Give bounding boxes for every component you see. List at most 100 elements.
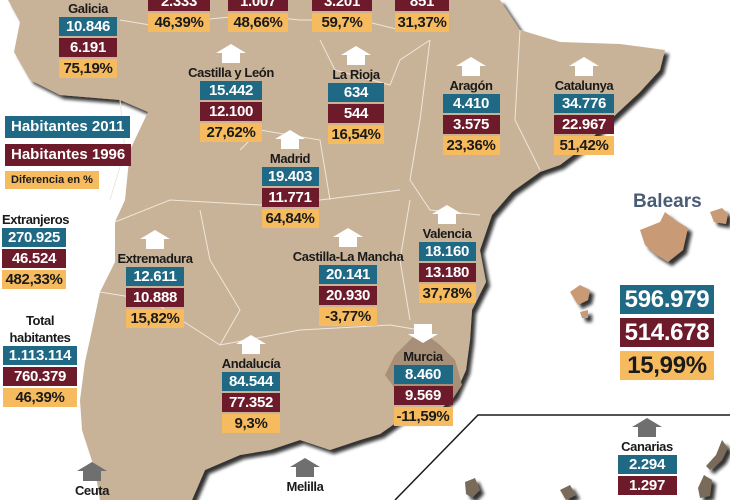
region-name: Aragón [449, 78, 493, 93]
region-madrid: Madrid 19.403 11.771 64,84% [250, 130, 330, 230]
region-la-rioja: La Rioja 634 544 16,54% [316, 46, 396, 146]
habitantes-2011-value: 596.979 [620, 285, 714, 314]
region-name: Canarias [621, 439, 673, 454]
habitantes-1996-value: 1.297 [617, 476, 677, 495]
habitantes-2011-value: 634 [328, 83, 384, 102]
diferencia-value: 15,99% [620, 351, 714, 380]
habitantes-1996-value: 20.930 [319, 286, 377, 305]
habitantes-1996-value: 10.888 [126, 288, 184, 307]
canarias-islands [465, 440, 728, 500]
habitantes-1996-value: 11.771 [261, 188, 319, 207]
diferencia-value: 48,66% [228, 13, 288, 32]
diferencia-value: 31,37% [395, 13, 449, 32]
habitantes-1996-value: 514.678 [620, 318, 714, 347]
total-summary: Total habitantes 1.113.114 760.379 46,39… [2, 312, 78, 409]
region-name: Extremadura [117, 251, 193, 266]
region-andalucia: Andalucía 84.544 77.352 9,3% [211, 335, 291, 435]
habitantes-1996-value: 46.524 [2, 249, 66, 268]
region-aragon: Aragón 4.410 3.575 23,36% [431, 57, 511, 157]
house-icon [569, 57, 599, 77]
diferencia-value: -3,77% [319, 307, 377, 326]
diferencia-value: 37,78% [418, 284, 476, 303]
habitantes-1996-value: 13.180 [418, 263, 476, 282]
legend-diferencia: Diferencia en % [5, 171, 99, 189]
balears-label: Balears [633, 191, 702, 212]
region-canarias: Canarias 2.294 1.297 [607, 418, 687, 497]
region-top-4: 851 31,37% [395, 0, 449, 34]
region-top-3: 3.201 59,7% [312, 0, 372, 34]
region-castilla-leon: Castilla y León 15.442 12.100 27,62% [181, 44, 281, 144]
diferencia-value: 482,33% [2, 270, 66, 289]
habitantes-2011-value: 270.925 [2, 228, 66, 247]
habitantes-2011-value: 10.846 [59, 17, 117, 36]
legend-habitantes-1996: Habitantes 1996 [5, 144, 132, 166]
region-name: Catalunya [554, 78, 614, 93]
diferencia-value: 46,39% [148, 13, 210, 32]
region-name: Melilla [286, 479, 324, 494]
diferencia-value: 64,84% [261, 209, 319, 228]
house-icon [632, 418, 662, 438]
house-icon [290, 458, 320, 478]
house-icon [275, 130, 305, 150]
region-name: Murcia [403, 349, 443, 364]
region-galicia: Galicia 10.846 6.191 75,19% [58, 0, 118, 80]
region-castilla-la-mancha: Castilla-La Mancha 20.141 20.930 -3,77% [291, 228, 405, 328]
habitantes-2011-value: 20.141 [319, 265, 377, 284]
region-name: Valencia [422, 226, 472, 241]
habitantes-1996-value: 22.967 [554, 115, 614, 134]
habitantes-2011-value: 18.160 [418, 242, 476, 261]
house-icon [341, 46, 371, 66]
habitantes-1996-value: 3.201 [312, 0, 372, 11]
region-murcia: Murcia 8.460 9.569 -11,59% [383, 324, 463, 428]
total-label: Total habitantes [9, 313, 71, 345]
region-name: La Rioja [332, 67, 380, 82]
diferencia-value: 46,39% [3, 388, 77, 407]
legend-habitantes-2011: Habitantes 2011 [5, 116, 131, 138]
habitantes-1996-value: 544 [328, 104, 384, 123]
house-icon [432, 205, 462, 225]
diferencia-value: 59,7% [312, 13, 372, 32]
house-icon [236, 335, 266, 355]
extranjeros-summary: Extranjeros 270.925 46.524 482,33% [2, 211, 70, 291]
region-ceuta: Ceuta [62, 462, 122, 499]
diferencia-value: 15,82% [126, 309, 184, 328]
arrow-down-icon [408, 324, 438, 344]
habitantes-2011-value: 19.403 [261, 167, 319, 186]
diferencia-value: 23,36% [442, 136, 500, 155]
habitantes-1996-value: 2.333 [148, 0, 210, 11]
house-icon [456, 57, 486, 77]
region-balears: 596.979 514.678 15,99% [620, 285, 714, 384]
region-extremadura: Extremadura 12.611 10.888 15,82% [109, 230, 201, 330]
habitantes-1996-value: 1.007 [228, 0, 288, 11]
diferencia-value: 51,42% [554, 136, 614, 155]
diferencia-value: 27,62% [200, 123, 262, 142]
house-icon [140, 230, 170, 250]
house-icon [333, 228, 363, 248]
house-icon [77, 462, 107, 482]
habitantes-2011-value: 4.410 [442, 94, 500, 113]
diferencia-value: -11,59% [393, 407, 453, 426]
balears-islands [570, 208, 728, 318]
habitantes-2011-value: 15.442 [200, 81, 262, 100]
habitantes-2011-value: 2.294 [617, 455, 677, 474]
habitantes-1996-value: 3.575 [442, 115, 500, 134]
region-top-1: 2.333 46,39% [148, 0, 210, 34]
region-name: Andalucía [221, 356, 281, 371]
habitantes-1996-value: 77.352 [222, 393, 280, 412]
habitantes-2011-value: 34.776 [554, 94, 614, 113]
region-valencia: Valencia 18.160 13.180 37,78% [407, 205, 487, 305]
habitantes-2011-value: 84.544 [222, 372, 280, 391]
canarias-inset-border [394, 414, 730, 500]
region-name: Castilla y León [188, 65, 274, 80]
region-name: Galicia [68, 1, 108, 16]
habitantes-2011-value: 8.460 [393, 365, 453, 384]
region-name: Castilla-La Mancha [292, 249, 404, 264]
region-melilla: Melilla [275, 458, 335, 495]
habitantes-1996-value: 851 [395, 0, 449, 11]
house-icon [216, 44, 246, 64]
habitantes-1996-value: 12.100 [200, 102, 262, 121]
habitantes-2011-value: 1.113.114 [3, 346, 77, 365]
habitantes-1996-value: 760.379 [3, 367, 77, 386]
diferencia-value: 16,54% [328, 125, 384, 144]
habitantes-1996-value: 6.191 [59, 38, 117, 57]
